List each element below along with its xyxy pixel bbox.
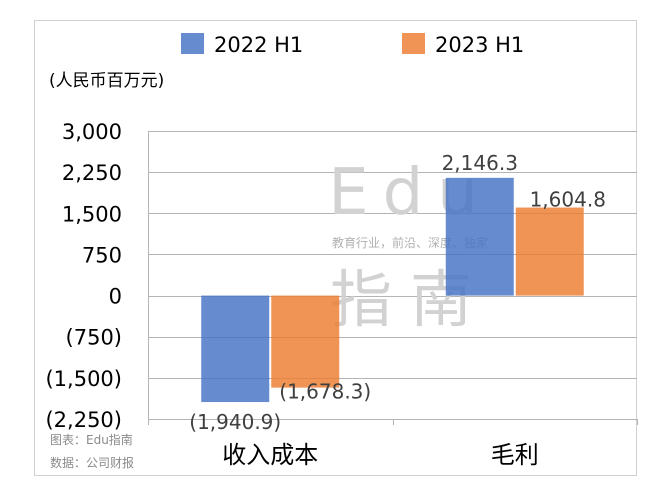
legend-label: 2022 H1 <box>214 33 303 57</box>
bar <box>271 295 340 388</box>
y-tick-label: 2,250 <box>62 161 122 185</box>
y-tick-label: (2,250) <box>45 408 122 432</box>
bar <box>515 207 584 296</box>
y-tick-label: (1,500) <box>45 367 122 391</box>
y-tick-label: 0 <box>109 285 122 309</box>
data-label: 1,604.8 <box>530 188 606 212</box>
chart-frame <box>34 20 637 476</box>
legend-label: 2023 H1 <box>435 33 524 57</box>
y-tick-label: 3,000 <box>62 120 122 144</box>
y-tick-label: 750 <box>82 243 122 267</box>
data-label: (1,940.9) <box>189 410 281 434</box>
chart-credit: 图表：Edu指南 <box>50 432 133 447</box>
y-tick-label: 1,500 <box>62 202 122 226</box>
data-source: 数据：公司财报 <box>50 455 134 470</box>
data-label: 2,146.3 <box>442 151 518 175</box>
data-label: (1,678.3) <box>279 380 371 404</box>
legend-swatch <box>402 33 425 54</box>
x-category-label: 毛利 <box>491 441 539 469</box>
unit-label: (人民币百万元) <box>49 71 164 91</box>
bar <box>445 177 514 296</box>
y-tick-label: (750) <box>66 326 122 350</box>
legend-swatch <box>181 33 204 54</box>
bar <box>201 295 270 403</box>
x-category-label: 收入成本 <box>222 441 318 469</box>
